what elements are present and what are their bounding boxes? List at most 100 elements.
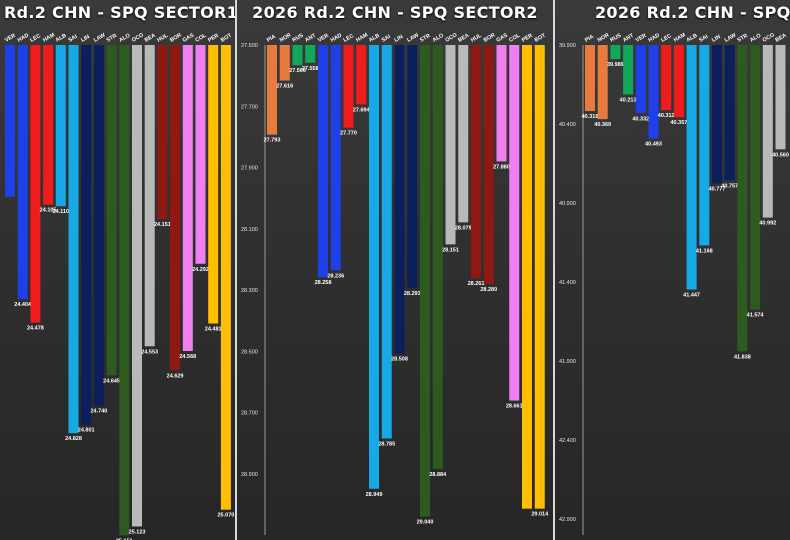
y-tick-label: 27.500	[241, 43, 258, 49]
category-label: COL	[195, 32, 209, 43]
data-label: 24.292	[192, 267, 209, 273]
bar-lec	[343, 45, 354, 128]
bar-ham	[43, 45, 54, 205]
bar-bea	[775, 45, 786, 150]
y-tick-label: 28.300	[241, 288, 258, 294]
bar-hul	[157, 45, 168, 220]
category-label: HAM	[355, 32, 369, 44]
bar-oco	[132, 45, 142, 527]
data-label: 27.793	[264, 138, 281, 144]
bar-nor	[279, 45, 290, 81]
category-label: ALB	[686, 33, 699, 44]
bar-ham	[356, 45, 367, 105]
bar-bot	[534, 45, 545, 509]
category-label: LEC	[343, 33, 356, 44]
bar-sai	[68, 45, 79, 434]
category-label: VER	[317, 33, 330, 44]
data-label: 28.508	[391, 357, 408, 363]
data-label: 29.014	[531, 512, 549, 518]
panel-divider	[235, 0, 237, 540]
data-label: 28.261	[468, 281, 485, 287]
category-label: LIN	[711, 34, 722, 44]
data-label: 24.553	[141, 349, 158, 355]
chart-title-sector2: 2026 Rd.2 CHN - SPQ SECTOR2	[252, 3, 538, 22]
y-tick-label: 28.500	[241, 349, 258, 355]
y-tick-label: 40.900	[559, 201, 576, 207]
category-label: PER	[521, 33, 534, 44]
bar-ant	[623, 45, 634, 95]
category-label: RUS	[292, 33, 305, 44]
bar-alo	[432, 45, 443, 469]
bar-str	[420, 45, 430, 517]
y-tick-label: 28.100	[241, 227, 258, 233]
bar-bea	[458, 45, 469, 223]
data-label: 39.989	[607, 62, 624, 68]
category-label: HUL	[156, 33, 169, 44]
panel-divider	[553, 0, 555, 540]
bar-per	[522, 45, 532, 509]
data-label: 24.151	[154, 222, 171, 228]
bar-ant	[305, 45, 316, 63]
data-label: 25.151	[116, 538, 133, 540]
y-tick-label: 41.400	[559, 280, 576, 286]
data-label: 28.236	[327, 273, 344, 279]
data-label: 40.357	[670, 120, 687, 126]
bar-col	[195, 45, 206, 264]
data-label: 25.070	[217, 513, 234, 519]
category-label: NOR	[597, 32, 611, 43]
bar-lec	[30, 45, 41, 323]
data-label: 24.105	[40, 208, 57, 214]
category-label: OCO	[445, 32, 459, 44]
data-label: 28.258	[315, 280, 332, 286]
bar-alo	[119, 45, 130, 536]
data-label: 40.318	[582, 114, 599, 120]
data-label: 24.481	[205, 327, 222, 333]
bar-oco	[445, 45, 456, 245]
category-label: HUL	[470, 33, 483, 44]
bar-oco	[762, 45, 773, 218]
category-label: ANT	[304, 33, 317, 44]
data-label: 24.740	[90, 408, 107, 414]
bar-law	[724, 45, 735, 181]
bar-sai	[381, 45, 392, 439]
category-label: OCO	[762, 32, 776, 44]
data-label: 27.616	[276, 84, 293, 90]
bar-alb	[369, 45, 379, 489]
data-label: 41.168	[696, 248, 713, 254]
bar-rus	[292, 45, 303, 66]
bar-alb	[686, 45, 697, 290]
data-label: 41.838	[734, 354, 751, 360]
data-label: 25.123	[129, 529, 146, 535]
category-label: RUS	[609, 33, 622, 44]
chart-panel-sector3: 2026 Rd.2 CHN - SPQ SECTO 39.900 40.400 40…	[555, 0, 790, 540]
data-label: 24.568	[179, 354, 196, 360]
bar-law	[93, 45, 104, 406]
data-label: 24.478	[27, 326, 44, 332]
category-label: VER	[635, 33, 648, 44]
bar-gas	[182, 45, 193, 352]
data-label: 40.369	[594, 122, 611, 128]
data-label: 40.493	[645, 142, 662, 148]
bar-bor	[483, 45, 494, 284]
bar-lin	[81, 45, 92, 425]
bar-per	[208, 45, 219, 324]
bar-bot	[220, 45, 231, 510]
data-label: 40.332	[632, 116, 649, 122]
category-label: BOR	[169, 32, 183, 43]
category-label: OCO	[131, 32, 145, 44]
category-label: HAM	[42, 32, 56, 44]
category-label: VER	[4, 33, 17, 44]
data-label: 24.645	[103, 378, 120, 384]
data-label: 28.949	[366, 492, 383, 498]
data-label: 28.884	[429, 472, 447, 478]
bar-pia	[267, 45, 277, 135]
category-label: COL	[508, 32, 522, 43]
data-label: 24.629	[167, 373, 184, 379]
category-label: HAD	[330, 33, 343, 44]
bar-lec	[661, 45, 672, 111]
category-label: BEA	[775, 33, 788, 44]
category-label: HAM	[673, 32, 687, 44]
category-label: LAW	[406, 32, 420, 44]
data-label: 27.880	[493, 164, 510, 170]
bar-gas	[496, 45, 507, 162]
